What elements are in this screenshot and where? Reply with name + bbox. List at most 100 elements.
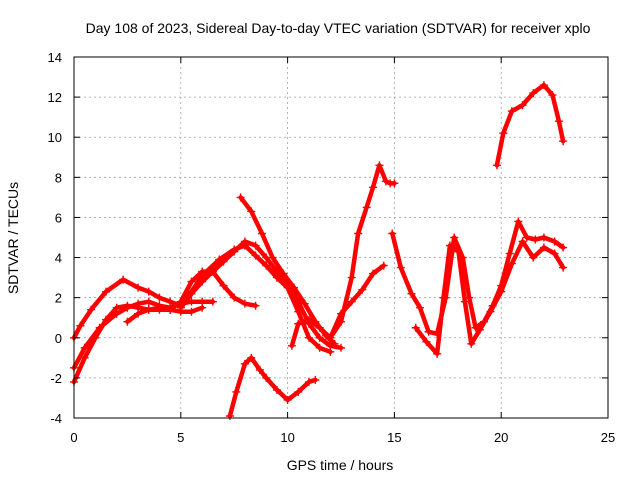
x-tick-label: 15 <box>387 430 401 445</box>
data-point-marker <box>134 283 143 292</box>
x-tick-label: 0 <box>70 430 77 445</box>
data-point-marker <box>539 243 548 252</box>
data-point-marker <box>219 257 228 266</box>
data-point-marker <box>505 249 514 258</box>
series-arc7 <box>227 355 318 419</box>
axis-ticks: 0 5 10 15 20 25 -4 -2 0 2 4 6 8 10 12 14 <box>48 50 616 445</box>
data-point-marker <box>251 241 260 250</box>
data-point-marker <box>134 309 143 318</box>
data-point-marker <box>507 107 516 116</box>
x-tick-label: 10 <box>280 430 294 445</box>
data-point-marker <box>187 297 196 306</box>
data-point-marker <box>187 277 196 286</box>
data-point-marker <box>215 255 224 264</box>
data-point-marker <box>388 229 397 238</box>
data-point-marker <box>550 237 559 246</box>
data-point-marker <box>176 303 185 312</box>
data-point-marker <box>119 275 128 284</box>
data-point-marker <box>450 233 459 242</box>
data-point-marker <box>407 289 416 298</box>
chart-title: Day 108 of 2023, Sidereal Day-to-day VTE… <box>86 20 591 36</box>
data-point-marker <box>467 339 476 348</box>
data-point-marker <box>514 217 523 226</box>
data-point-marker <box>492 161 501 170</box>
data-point-marker <box>522 233 531 242</box>
data-point-marker <box>198 297 207 306</box>
data-point-marker <box>445 241 454 250</box>
data-point-marker <box>337 343 345 352</box>
data-point-marker <box>559 137 568 146</box>
data-point-marker <box>315 343 324 352</box>
y-tick-label: 10 <box>48 130 62 145</box>
data-point-marker <box>548 91 557 100</box>
series-arc10 <box>390 219 566 337</box>
data-point-marker <box>497 287 506 296</box>
data-point-marker <box>416 303 425 312</box>
data-point-marker <box>330 339 339 348</box>
y-tick-label: -2 <box>50 371 62 386</box>
data-point-marker <box>123 317 132 326</box>
data-point-marker <box>166 305 175 314</box>
data-point-marker <box>240 359 249 368</box>
y-tick-label: 6 <box>55 210 62 225</box>
data-point-marker <box>102 287 111 296</box>
data-point-marker <box>112 309 121 318</box>
data-point-marker <box>304 315 313 324</box>
data-point-marker <box>240 237 249 246</box>
data-point-marker <box>279 269 288 278</box>
y-tick-label: -4 <box>50 411 62 426</box>
data-point-marker <box>326 341 335 350</box>
data-point-marker <box>187 289 196 298</box>
data-point-marker <box>507 259 516 268</box>
data-point-marker <box>123 303 132 312</box>
data-point-marker <box>347 273 356 282</box>
data-point-marker <box>262 373 271 382</box>
data-point-marker <box>257 229 266 238</box>
data-point-marker <box>283 395 292 404</box>
plot-frame <box>73 56 609 419</box>
series-arc5 <box>178 239 344 351</box>
y-tick-label: 14 <box>48 50 62 65</box>
data-point-marker <box>294 387 303 396</box>
data-point-marker <box>390 179 399 188</box>
data-point-marker <box>247 353 256 362</box>
data-point-marker <box>369 269 378 278</box>
data-point-marker <box>294 319 303 328</box>
data-point-marker <box>268 253 277 262</box>
data-point-marker <box>80 343 89 352</box>
data-point-marker <box>396 263 405 272</box>
data-point-marker <box>411 323 420 332</box>
data-point-marker <box>219 281 228 290</box>
data-point-marker <box>433 349 442 358</box>
x-tick-label: 20 <box>494 430 508 445</box>
data-point-marker <box>225 411 234 420</box>
data-point-marker <box>236 193 245 202</box>
data-point-marker <box>347 297 356 306</box>
data-point-marker <box>499 129 508 138</box>
data-point-marker <box>379 261 388 270</box>
data-point-marker <box>529 89 538 98</box>
data-point-marker <box>272 385 281 394</box>
data-point-marker <box>144 287 153 296</box>
data-point-marker <box>304 377 313 386</box>
data-point-marker <box>454 247 463 256</box>
y-tick-label: 4 <box>55 251 62 266</box>
data-point-marker <box>559 243 568 252</box>
data-point-marker <box>369 183 378 192</box>
y-tick-label: 8 <box>55 170 62 185</box>
data-point-marker <box>475 325 484 334</box>
data-point-marker <box>375 161 384 170</box>
data-point-marker <box>486 307 495 316</box>
data-point-marker <box>354 229 363 238</box>
data-point-marker <box>287 341 296 350</box>
data-point-marker <box>518 237 527 246</box>
x-axis-label: GPS time / hours <box>287 457 394 473</box>
data-point-marker <box>208 297 217 306</box>
x-tick-label: 5 <box>177 430 184 445</box>
data-point-marker <box>230 247 239 256</box>
grid-lines <box>74 57 608 418</box>
data-point-marker <box>76 321 85 330</box>
data-point-marker <box>358 285 367 294</box>
data-point-marker <box>362 203 371 212</box>
y-tick-label: 0 <box>55 331 62 346</box>
